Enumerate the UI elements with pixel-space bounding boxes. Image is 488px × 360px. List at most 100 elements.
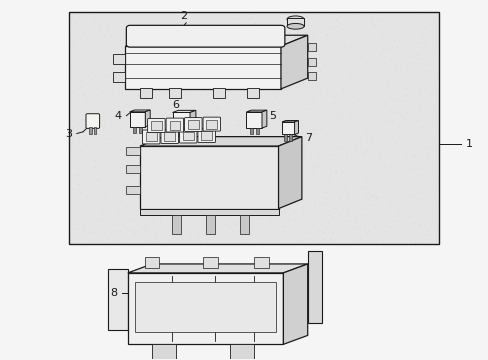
Point bbox=[432, 69, 440, 75]
Point bbox=[165, 136, 173, 141]
Point bbox=[155, 39, 163, 44]
Point bbox=[310, 20, 318, 26]
Point bbox=[185, 123, 193, 129]
Point bbox=[322, 88, 329, 94]
Point bbox=[332, 17, 340, 23]
Point bbox=[152, 117, 160, 123]
Point bbox=[407, 20, 414, 26]
Point bbox=[392, 139, 400, 144]
Point bbox=[172, 76, 180, 82]
Point bbox=[199, 145, 207, 151]
Point bbox=[78, 139, 86, 145]
Point bbox=[82, 98, 90, 104]
Point bbox=[100, 143, 108, 149]
Point bbox=[148, 163, 156, 169]
Point bbox=[141, 182, 149, 188]
Point bbox=[227, 207, 235, 213]
Point bbox=[362, 168, 370, 174]
Point bbox=[338, 90, 346, 96]
Point bbox=[73, 171, 81, 177]
Point bbox=[350, 21, 358, 27]
Point bbox=[421, 10, 428, 16]
Point bbox=[276, 160, 284, 166]
Point bbox=[87, 137, 95, 143]
Polygon shape bbox=[129, 110, 150, 112]
Point bbox=[254, 241, 262, 247]
Point bbox=[262, 51, 270, 57]
Point bbox=[224, 30, 232, 36]
Point bbox=[182, 27, 190, 33]
Point bbox=[415, 11, 423, 17]
Point bbox=[68, 116, 76, 121]
Point bbox=[328, 58, 336, 64]
Point bbox=[296, 87, 304, 93]
Point bbox=[89, 219, 97, 225]
Point bbox=[284, 175, 292, 181]
Point bbox=[296, 55, 304, 61]
Point bbox=[248, 79, 256, 85]
Point bbox=[182, 156, 189, 162]
Point bbox=[410, 10, 418, 16]
Point bbox=[429, 16, 437, 22]
Point bbox=[360, 127, 368, 133]
Point bbox=[121, 236, 129, 242]
Point bbox=[106, 187, 114, 193]
Point bbox=[125, 212, 133, 218]
Point bbox=[155, 156, 163, 162]
Point bbox=[343, 171, 350, 177]
Point bbox=[185, 231, 193, 237]
Point bbox=[225, 180, 233, 185]
Point bbox=[415, 60, 423, 66]
Point bbox=[113, 232, 121, 238]
Point bbox=[130, 46, 138, 52]
Point bbox=[320, 156, 327, 162]
Point bbox=[239, 48, 246, 53]
Point bbox=[252, 115, 260, 121]
Point bbox=[280, 79, 288, 85]
Point bbox=[156, 230, 164, 236]
Point bbox=[307, 91, 315, 97]
Point bbox=[335, 30, 343, 36]
Point bbox=[368, 60, 376, 66]
Point bbox=[246, 231, 254, 237]
Point bbox=[279, 171, 287, 177]
Point bbox=[355, 139, 363, 144]
Point bbox=[227, 177, 235, 183]
Point bbox=[72, 88, 80, 94]
Point bbox=[337, 184, 345, 189]
Ellipse shape bbox=[286, 16, 304, 22]
Point bbox=[393, 23, 401, 28]
Point bbox=[300, 155, 308, 161]
Point bbox=[138, 118, 145, 124]
Point bbox=[228, 163, 236, 169]
Point bbox=[279, 95, 287, 101]
Point bbox=[306, 87, 314, 93]
Point bbox=[308, 20, 316, 26]
Point bbox=[286, 84, 294, 90]
Point bbox=[122, 129, 129, 135]
Point bbox=[82, 72, 90, 77]
Point bbox=[138, 192, 146, 198]
Point bbox=[393, 111, 401, 116]
Point bbox=[321, 116, 328, 122]
Point bbox=[387, 195, 395, 201]
Point bbox=[405, 94, 413, 100]
Point bbox=[261, 31, 268, 36]
Point bbox=[318, 19, 326, 25]
Point bbox=[293, 131, 301, 137]
Point bbox=[260, 223, 268, 229]
Point bbox=[210, 122, 218, 128]
Point bbox=[429, 195, 437, 201]
Point bbox=[357, 104, 365, 110]
Point bbox=[403, 154, 410, 159]
Point bbox=[86, 145, 94, 150]
Point bbox=[90, 118, 98, 123]
Point bbox=[387, 155, 395, 161]
Point bbox=[95, 142, 102, 148]
Point bbox=[134, 180, 142, 186]
Point bbox=[354, 200, 362, 206]
Point bbox=[218, 196, 225, 202]
Point bbox=[78, 146, 85, 152]
Point bbox=[398, 232, 406, 238]
Point bbox=[100, 67, 108, 72]
